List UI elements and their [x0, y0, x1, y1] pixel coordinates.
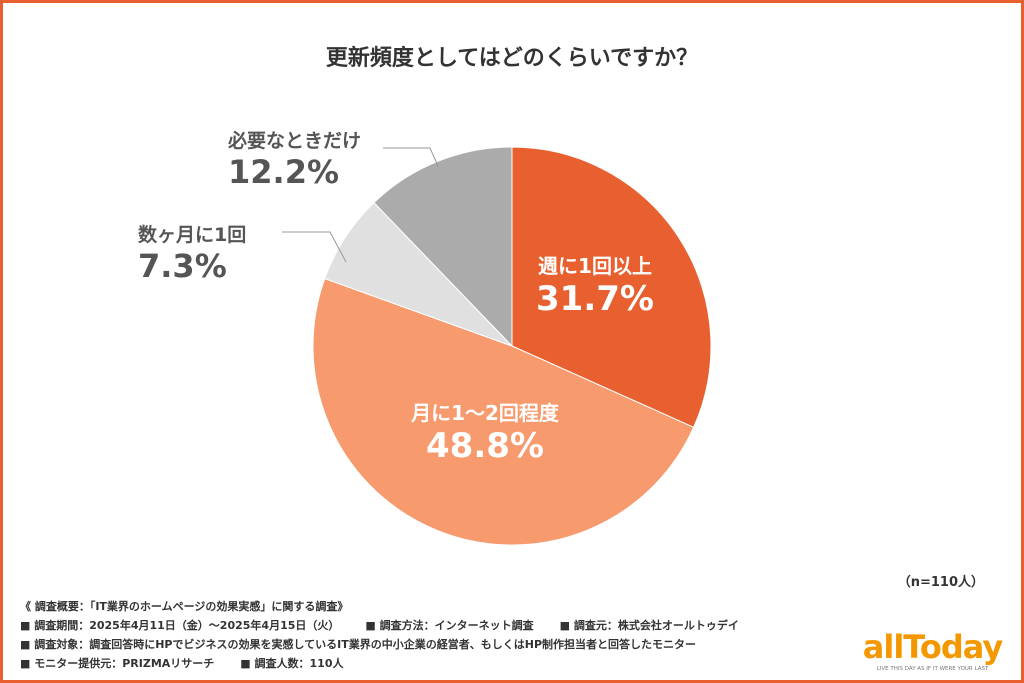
slice-name: 月に1～2回程度 — [411, 401, 559, 425]
notes-target: ■ 調査対象：調査回答時にHPでビジネスの効果を実感しているIT業界の中小企業の… — [20, 638, 697, 651]
survey-notes: 《 調査概要：「IT業界のホームページの効果実感」に関する調査》 ■ 調査期間：… — [20, 597, 840, 673]
slice-name: 週に1回以上 — [538, 254, 652, 278]
slice-value: 48.8% — [426, 426, 544, 466]
slice-name: 必要なときだけ — [228, 130, 362, 152]
slice-value: 7.3% — [138, 247, 227, 285]
slice-value: 12.2% — [228, 153, 340, 191]
notes-heading: 《 調査概要：「IT業界のホームページの効果実感」に関する調査》 — [20, 600, 349, 613]
notes-period: ■ 調査期間：2025年4月11日（金）～2025年4月15日（火） — [20, 619, 340, 632]
leader-line-few-months — [282, 231, 347, 263]
pie-slice-1 — [312, 277, 695, 546]
notes-count: ■ 調査人数：110人 — [240, 657, 344, 670]
slice-label-weekly: 週に1回以上 31.7% — [520, 250, 670, 319]
slice-label-monthly: 月に1～2回程度 48.8% — [385, 397, 585, 466]
slice-value: 31.7% — [536, 279, 654, 319]
pie-slice-3 — [373, 146, 513, 348]
logo-tagline: LIVE THIS DAY AS IF IT WERE YOUR LAST — [876, 666, 989, 672]
alltoday-logo: allToday LIVE THIS DAY AS IF IT WERE YOU… — [860, 628, 1005, 673]
chart-title: 更新頻度としてはどのくらいですか？ — [325, 46, 699, 71]
notes-org: ■ 調査元：株式会社オールトゥデイ — [559, 619, 739, 632]
sample-size: （n=110人） — [897, 575, 984, 590]
logo-wordmark: allToday — [862, 628, 1003, 666]
leader-line-as-needed — [383, 147, 439, 167]
slice-label-as-needed: 必要なときだけ 12.2% — [228, 126, 361, 191]
notes-method: ■ 調査方法：インターネット調査 — [365, 619, 534, 632]
slice-name: 数ヶ月に1回 — [138, 224, 247, 246]
pie-slice-0 — [511, 146, 712, 428]
notes-provider: ■ モニター提供元：PRIZMAリサーチ — [20, 657, 215, 670]
slice-label-few-months: 数ヶ月に1回 7.3% — [138, 220, 246, 285]
